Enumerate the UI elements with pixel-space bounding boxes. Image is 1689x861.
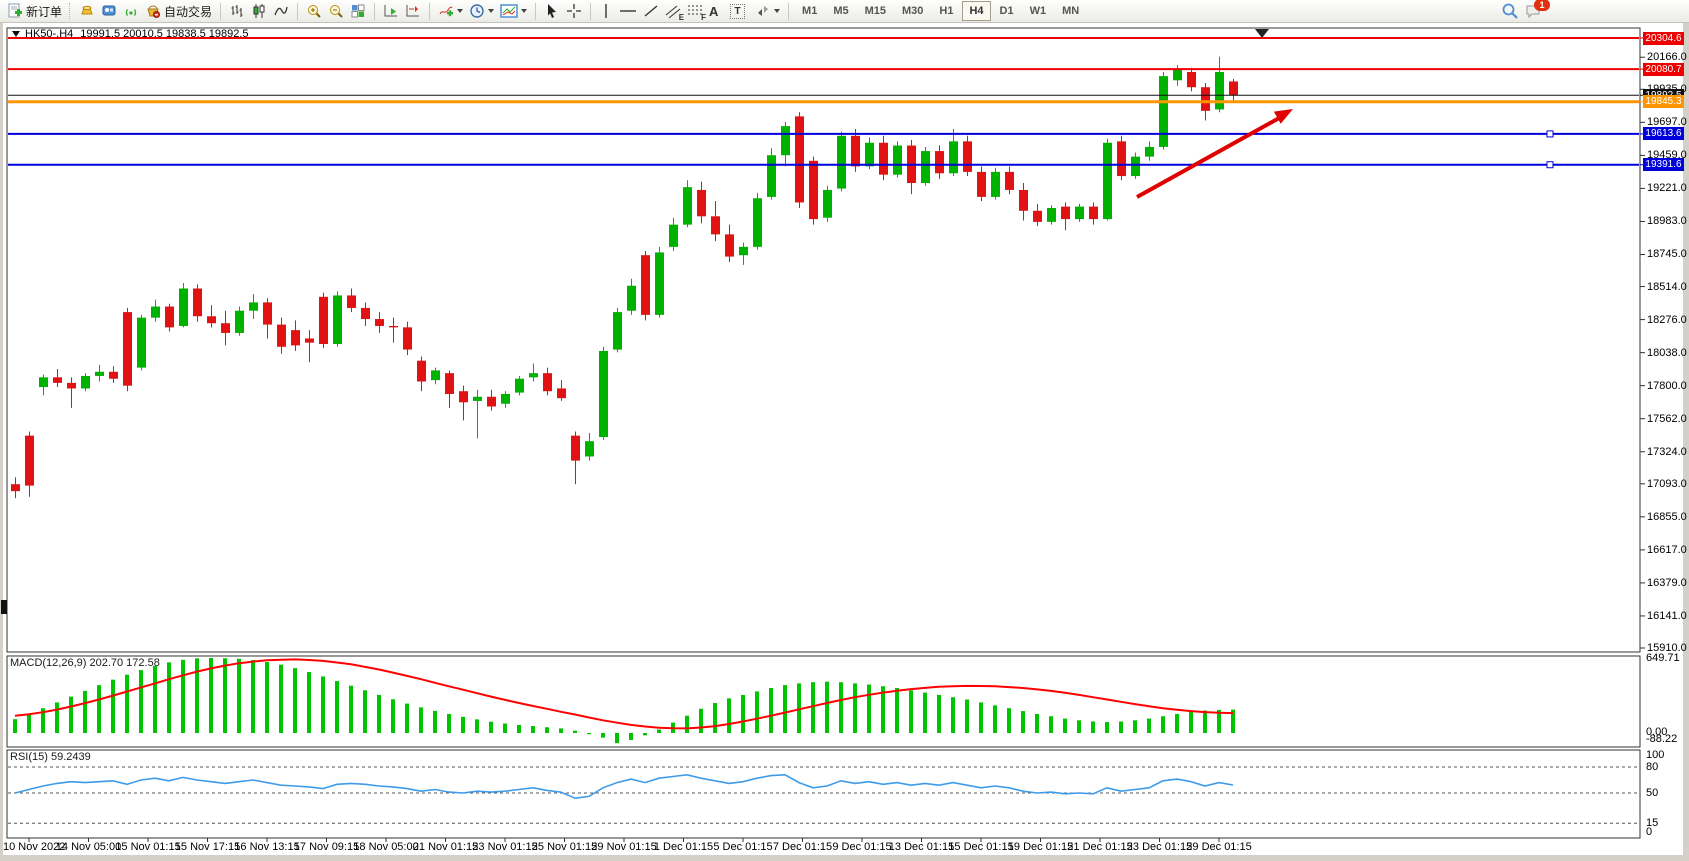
auto-trading-button[interactable]: 自动交易	[142, 1, 215, 21]
toolbar-separator	[220, 2, 222, 20]
cursor-button[interactable]	[541, 1, 563, 21]
toolbar-separator	[788, 2, 790, 20]
chat-button[interactable]: 1	[1522, 0, 1550, 21]
zoom-in-button[interactable]	[303, 1, 325, 21]
equidistant-channel-icon	[665, 5, 681, 19]
search-icon	[1502, 3, 1518, 19]
fibonacci-letter: F	[701, 13, 707, 22]
vertical-line-icon	[605, 4, 607, 18]
window-edge-bottom	[0, 855, 1689, 861]
left-edge-marker	[1, 600, 7, 614]
horizontal-line-icon	[620, 10, 637, 12]
crosshair-button[interactable]	[563, 1, 585, 21]
trend-arrow-annotation[interactable]	[1136, 109, 1293, 199]
arrows-tool-icon	[758, 6, 769, 16]
signals-button[interactable]	[120, 1, 142, 21]
text-button[interactable]: A	[706, 3, 728, 19]
toolbar-separator	[535, 2, 537, 20]
fibonacci-button[interactable]: F	[684, 1, 707, 22]
market-button[interactable]	[76, 1, 98, 21]
chart-shift-icon	[406, 5, 420, 17]
auto-scroll-button[interactable]	[380, 1, 402, 21]
zoom-out-icon	[330, 5, 343, 18]
macd-signal-line	[14, 658, 1234, 730]
auto-scroll-icon	[384, 5, 398, 17]
window-edge-left	[0, 23, 3, 855]
text-label-letter: T	[730, 4, 746, 19]
chart-shift-marker-icon[interactable]	[1255, 29, 1269, 38]
toolbar-separator	[590, 2, 592, 20]
new-order-button[interactable]: 新订单	[4, 1, 65, 21]
dropdown-arrow-icon	[774, 9, 781, 13]
chart-shift-button[interactable]	[402, 1, 424, 21]
timeframe-row: M1 M5 M15 M30 H1 H4 D1 W1 MN	[794, 1, 1087, 21]
zoom-in-icon	[308, 5, 321, 18]
arrow-head-icon	[1273, 109, 1293, 124]
clock-icon	[470, 4, 484, 18]
templates-button[interactable]	[497, 1, 530, 21]
tile-windows-button[interactable]	[347, 1, 369, 21]
toolbar-separator	[429, 2, 431, 20]
vertical-line-button[interactable]	[596, 1, 616, 21]
toolbar-separator	[297, 2, 299, 20]
rsi-line	[14, 773, 1234, 800]
timeframe-m15-button[interactable]: M15	[864, 5, 886, 17]
indicators-button[interactable]	[435, 1, 466, 21]
new-order-icon	[8, 3, 22, 18]
window-edge-right	[1683, 23, 1689, 861]
text-label-button[interactable]: T	[728, 3, 752, 19]
timeframe-m30-button[interactable]: M30	[902, 5, 924, 17]
tile-windows-icon	[351, 4, 365, 18]
zoom-out-button[interactable]	[325, 1, 347, 21]
bar-chart-icon	[231, 5, 243, 17]
timeframe-mn-button[interactable]: MN	[1062, 5, 1080, 17]
community-icon	[102, 5, 116, 16]
support-line-upper-handle[interactable]	[1546, 130, 1554, 138]
community-button[interactable]	[98, 1, 120, 21]
periods-button[interactable]	[466, 1, 497, 21]
line-chart-icon	[274, 6, 288, 16]
toolbar: 新订单	[0, 0, 1689, 23]
template-icon	[500, 4, 518, 18]
timeframe-w1-button[interactable]: W1	[1029, 5, 1047, 17]
arrows-button[interactable]	[752, 1, 783, 21]
timeframe-m5-button[interactable]: M5	[833, 5, 849, 17]
auto-trading-label: 自动交易	[164, 4, 213, 19]
new-order-label: 新订单	[26, 4, 63, 19]
signals-icon	[125, 9, 137, 16]
toolbar-grip	[69, 3, 72, 19]
timeframe-h4-button[interactable]: H4	[962, 1, 991, 21]
timeframe-d1-button[interactable]: D1	[999, 5, 1014, 17]
timeframe-m1-button[interactable]: M1	[802, 5, 818, 17]
channel-letter: E	[678, 13, 685, 22]
toolbar-right: 1	[1498, 0, 1550, 22]
trendline-icon	[644, 5, 658, 17]
dropdown-arrow-icon	[521, 9, 528, 13]
indicators-icon	[439, 6, 454, 17]
chart-candles-button[interactable]	[248, 1, 270, 21]
search-button[interactable]	[1498, 1, 1522, 21]
chart-bars-button[interactable]	[226, 1, 248, 21]
horizontal-line-button[interactable]	[616, 1, 640, 21]
timeframe-h1-button[interactable]: H1	[939, 5, 954, 17]
text-tool-letter: A	[709, 4, 719, 19]
toolbar-separator	[374, 2, 376, 20]
support-line-lower-handle[interactable]	[1546, 161, 1554, 169]
channel-button[interactable]: E	[662, 1, 685, 22]
candlestick-icon	[253, 4, 265, 18]
dropdown-arrow-icon	[488, 9, 495, 13]
chart-line-button[interactable]	[270, 1, 292, 21]
gold-icon	[81, 5, 93, 15]
auto-trading-icon	[147, 5, 161, 18]
notification-badge: 1	[1534, 0, 1550, 11]
dropdown-arrow-icon	[457, 9, 464, 13]
crosshair-icon	[567, 4, 582, 18]
macd-histogram	[13, 657, 1235, 744]
trendline-button[interactable]	[640, 1, 662, 21]
cursor-icon	[548, 4, 557, 18]
